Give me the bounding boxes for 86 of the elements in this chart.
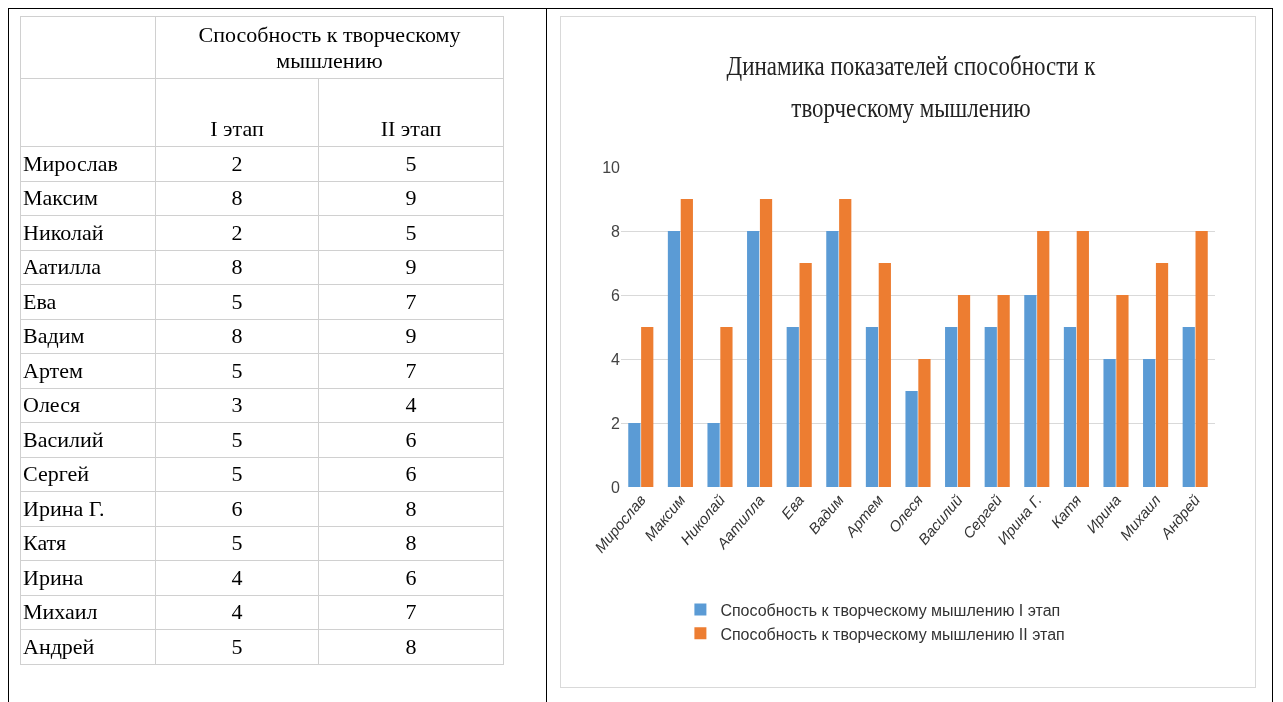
category-label: Олеся [20,388,156,423]
category-label: Андрей [20,629,156,664]
data-label: 9 [318,319,504,354]
bar [878,263,891,487]
data-label: 6 [318,560,504,595]
data-label: 5 [155,353,319,388]
data-label: 8 [318,526,504,561]
bar [1037,231,1050,487]
data-label: 5 [155,526,319,561]
bar [747,231,760,487]
data-label: 9 [318,250,504,285]
bar [918,359,931,487]
category-label: Мирослав [20,146,156,181]
category-label: Ирина [20,560,156,595]
legend-label: Способность к творческому мышлению II этап [720,625,1065,643]
bar [759,199,773,487]
data-label: 6 [318,422,504,457]
bar [786,327,799,487]
data-label: 6 [318,457,504,492]
data-label: 5 [318,215,504,250]
data-label: 8 [318,491,504,526]
bar [1195,231,1208,487]
data-label: 4 [155,560,319,595]
y-tick-label: 4 [611,350,621,368]
bar [945,327,958,487]
bar [799,263,812,487]
data-label: 5 [155,284,319,319]
text: II этап [318,78,504,147]
bar [667,231,681,487]
data-label: 4 [155,595,319,630]
y-tick-label: 10 [602,158,621,176]
data-label: 4 [318,388,504,423]
bar [1182,327,1195,487]
data-label: 5 [318,146,504,181]
y-tick-label: 2 [611,414,621,432]
bar [997,295,1010,487]
data-label: 8 [318,629,504,664]
category-label: Артем [20,353,156,388]
data-label: 6 [155,491,319,526]
bar [707,423,720,487]
category-label: Вадим [20,319,156,354]
bar [720,327,733,487]
bar [1063,327,1077,487]
category-label: Аатилла [20,250,156,285]
y-tick-label: 8 [611,222,621,240]
bar [1116,295,1129,487]
category-label: Максим [20,181,156,216]
y-tick-label: 0 [611,478,621,496]
data-label: 8 [155,250,319,285]
category-label: Николай [20,215,156,250]
bar [905,391,918,487]
legend-label: Способность к творческому мышлению I этап [720,601,1061,619]
bar [680,199,693,487]
data-label: 2 [155,215,319,250]
chart-title: Динамика показателей способности к творческому мышлению [725,50,1097,125]
text: Способность к творческому мышлению [155,16,504,79]
bar [628,423,641,487]
bar [839,199,852,487]
text: I этап [155,78,319,147]
bar [641,327,654,487]
bar [826,231,839,487]
data-label: 3 [155,388,319,423]
category-label: Ева [20,284,156,319]
category-label: Сергей [20,457,156,492]
bar [1024,295,1037,487]
data-label: 7 [318,353,504,388]
data-label: 8 [155,319,319,354]
data-label: 7 [318,595,504,630]
bar [957,295,971,487]
bar [1155,263,1169,487]
data-label: 9 [318,181,504,216]
y-tick-label: 6 [611,286,621,304]
x-tick-label: Ева [777,491,808,523]
data-label: 2 [155,146,319,181]
data-label: 7 [318,284,504,319]
data-label: 8 [155,181,319,216]
bar [984,327,997,487]
data-label: 5 [155,457,319,492]
bar [865,327,879,487]
data-label: 5 [155,422,319,457]
category-label: Михаил [20,595,156,630]
bar [1076,231,1089,487]
bar [1103,359,1116,487]
bar [1143,359,1156,487]
data-label: 5 [155,629,319,664]
category-label: Василий [20,422,156,457]
